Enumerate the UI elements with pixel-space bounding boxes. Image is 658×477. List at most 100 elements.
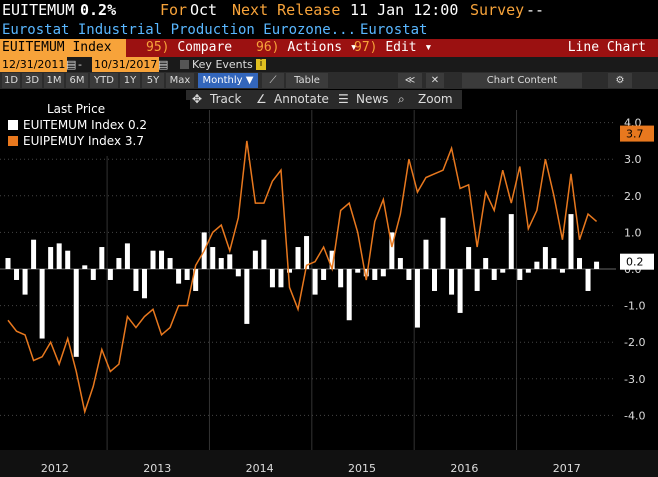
- annotate-button[interactable]: Annotate: [274, 92, 329, 106]
- bar-euitemum: [534, 261, 540, 269]
- description-bar: Eurostat Industrial Production Eurozone.…: [0, 21, 658, 39]
- compare-menu-label: Compare: [177, 40, 233, 55]
- bar-euitemum: [227, 254, 233, 269]
- range-1m[interactable]: 1M: [44, 73, 64, 88]
- key-events-checkbox[interactable]: [180, 60, 189, 69]
- start-date-field[interactable]: 12/31/2011: [0, 57, 68, 72]
- bar-euitemum: [167, 258, 173, 269]
- bar-euitemum: [389, 232, 395, 269]
- line-chart-icon[interactable]: ⟋: [262, 73, 284, 88]
- edit-menu[interactable]: 97) Edit ▾: [354, 39, 432, 57]
- chart-toolbar: ✥ Track ∠ Annotate ☰ News ⌕ Zoom: [186, 90, 462, 109]
- bar-euitemum: [329, 250, 335, 269]
- bar-euitemum: [423, 239, 429, 269]
- zoom-icon[interactable]: ⌕: [398, 92, 405, 106]
- plot-background: [0, 110, 616, 450]
- bar-euitemum: [551, 258, 557, 269]
- bar-euitemum: [82, 265, 88, 269]
- last-value-tag-euitemum: [620, 253, 654, 270]
- bar-euitemum: [295, 247, 301, 269]
- bar-euitemum: [500, 269, 506, 273]
- bar-euitemum: [440, 217, 446, 269]
- y-tick-label: -2.0: [624, 336, 645, 349]
- bar-euitemum: [346, 269, 352, 321]
- bar-euitemum: [269, 269, 275, 288]
- edit-menu-number: 97): [354, 40, 378, 55]
- legend-swatch-euitemum: [8, 120, 18, 130]
- x-tick-label-2016: 2016: [450, 462, 478, 475]
- range-max[interactable]: Max: [166, 73, 194, 88]
- bar-euitemum: [474, 269, 480, 291]
- survey-value: --: [526, 1, 545, 19]
- chart-area[interactable]: 2012201320142015201620174.03.02.01.00.0-…: [0, 110, 658, 477]
- close-icon[interactable]: ✕: [426, 73, 444, 88]
- legend-value-euitemum: 0.2: [127, 118, 148, 132]
- bar-euitemum: [244, 269, 250, 324]
- for-value: Oct: [190, 1, 218, 19]
- edit-menu-label: Edit ▾: [385, 40, 433, 55]
- end-calendar-icon[interactable]: ▤: [158, 58, 169, 71]
- range-6m[interactable]: 6M: [66, 73, 88, 88]
- bar-euitemum: [65, 250, 71, 269]
- y-tick-label: -3.0: [624, 373, 645, 386]
- y-tick-label: 2.0: [624, 190, 642, 203]
- last-value-tag-euipemuy: [620, 125, 654, 142]
- y-tick-label: -1.0: [624, 300, 645, 313]
- bar-euitemum: [517, 269, 523, 280]
- bar-euitemum: [39, 269, 45, 339]
- bar-euitemum: [99, 247, 105, 269]
- start-calendar-icon[interactable]: ▤: [66, 58, 77, 71]
- range-1y[interactable]: 1Y: [120, 73, 140, 88]
- bar-euitemum: [406, 269, 412, 280]
- end-date-field[interactable]: 10/31/2017: [92, 57, 160, 72]
- settings-gear-icon[interactable]: ⚙: [608, 73, 632, 88]
- bar-euitemum: [414, 269, 420, 328]
- bar-euitemum: [278, 269, 284, 288]
- ticker-input[interactable]: EUITEMUM Index: [0, 39, 126, 57]
- bar-euitemum: [73, 269, 79, 357]
- zoom-button[interactable]: Zoom: [418, 92, 453, 106]
- frequency-dropdown[interactable]: Monthly ▼: [198, 73, 258, 88]
- annotate-icon[interactable]: ∠: [256, 92, 267, 106]
- bar-euitemum: [491, 269, 497, 280]
- bar-euitemum: [184, 269, 190, 280]
- current-value: 0.2%: [80, 1, 117, 19]
- survey-label: Survey: [470, 1, 525, 19]
- legend-value-euipemuy: 3.7: [124, 134, 144, 148]
- actions-menu[interactable]: 96) Actions ▾: [256, 39, 358, 57]
- bar-euitemum: [483, 258, 489, 269]
- menu-bar: EUITEMUM Index 95) Compare 96) Actions ▾…: [0, 39, 658, 57]
- news-icon[interactable]: ☰: [338, 92, 349, 106]
- chart-content-button[interactable]: Chart Content: [462, 73, 582, 88]
- info-icon[interactable]: i: [256, 59, 266, 70]
- range-bar: 1D 3D 1M 6M YTD 1Y 5Y Max Monthly ▼ ⟋ Ta…: [0, 72, 658, 89]
- bar-euitemum: [380, 269, 386, 277]
- news-button[interactable]: News: [356, 92, 389, 106]
- bar-euitemum: [559, 269, 565, 273]
- bar-euitemum: [124, 243, 130, 269]
- range-3d[interactable]: 3D: [22, 73, 42, 88]
- bar-euitemum: [338, 269, 344, 288]
- legend-swatch-euipemuy: [8, 136, 18, 146]
- x-axis-strip: [0, 450, 658, 477]
- range-5y[interactable]: 5Y: [142, 73, 164, 88]
- table-button[interactable]: Table: [286, 73, 328, 88]
- bar-euitemum: [568, 214, 574, 269]
- legend: Last Price EUITEMUM Index 0.2 EUIPEMUY I…: [0, 100, 190, 156]
- compare-menu[interactable]: 95) Compare: [146, 39, 232, 57]
- bar-euitemum: [286, 269, 292, 273]
- chart-type-label[interactable]: Line Chart: [567, 40, 646, 55]
- header-bar: EUITEMUM 0.2% For Oct Next Release 11 Ja…: [0, 0, 658, 21]
- bar-euitemum: [304, 236, 310, 269]
- bar-euitemum: [48, 247, 54, 269]
- legend-label-euipemuy: EUIPEMUY Index: [23, 134, 122, 148]
- track-icon[interactable]: ✥: [192, 92, 203, 106]
- range-1d[interactable]: 1D: [2, 73, 20, 88]
- x-tick-label-2013: 2013: [143, 462, 171, 475]
- bar-euitemum: [372, 269, 378, 280]
- range-ytd[interactable]: YTD: [90, 73, 118, 88]
- ticker-symbol: EUITEMUM: [2, 1, 75, 19]
- collapse-icon[interactable]: ≪: [398, 73, 422, 88]
- bar-euitemum: [508, 214, 514, 269]
- track-button[interactable]: Track: [210, 92, 242, 106]
